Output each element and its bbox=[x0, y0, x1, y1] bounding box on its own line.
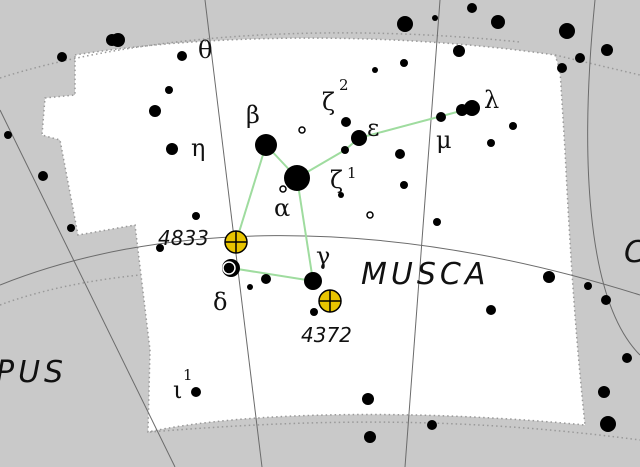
label-alpha: α bbox=[274, 194, 290, 222]
label-gamma: γ bbox=[316, 242, 330, 270]
label-ngc4833: 4833 bbox=[158, 226, 209, 250]
neighbor-border-left bbox=[0, 274, 141, 306]
label-delta: δ bbox=[213, 288, 227, 316]
constellation-name: MUSCA bbox=[361, 257, 489, 292]
neighbor-border-top bbox=[0, 32, 521, 79]
constellation-area bbox=[42, 38, 585, 432]
label-epsilon: ε bbox=[367, 114, 379, 142]
star-gamma bbox=[304, 272, 322, 290]
constellation-border bbox=[41, 37, 586, 433]
label-zeta2-sup: 2 bbox=[339, 76, 349, 94]
globular-cluster-icon bbox=[318, 289, 342, 313]
star-alpha bbox=[284, 165, 310, 191]
star-eta bbox=[166, 143, 178, 155]
star-epsilon bbox=[351, 130, 367, 146]
label-beta: β bbox=[246, 101, 260, 129]
stars bbox=[4, 3, 632, 443]
label-mu: μ bbox=[436, 126, 452, 154]
star-zeta1 bbox=[341, 146, 349, 154]
label-theta: θ bbox=[198, 36, 212, 64]
star-delta bbox=[222, 259, 240, 277]
star-iota1 bbox=[191, 387, 201, 397]
neighbor-label-right: C bbox=[624, 235, 640, 270]
star-beta bbox=[255, 134, 277, 156]
neighbor-border-right bbox=[554, 54, 640, 76]
neighbor-border-bottom bbox=[149, 421, 640, 441]
globular-cluster-icon bbox=[224, 230, 248, 254]
neighbor-label-left: PUS bbox=[0, 355, 67, 390]
star-delta-ring bbox=[222, 261, 236, 275]
star-zeta2 bbox=[341, 117, 351, 127]
star-mu bbox=[436, 112, 446, 122]
star-lambda-b bbox=[456, 104, 468, 116]
hollow-stars bbox=[279, 126, 374, 219]
label-iota1: ι bbox=[173, 376, 182, 404]
label-zeta2: ζ bbox=[322, 88, 335, 116]
star-lambda bbox=[464, 100, 480, 116]
star-theta bbox=[177, 51, 187, 61]
label-lambda: λ bbox=[484, 86, 499, 114]
label-zeta1-sup: 1 bbox=[347, 164, 357, 182]
label-ngc4372: 4372 bbox=[301, 323, 352, 347]
label-eta: η bbox=[191, 134, 205, 162]
label-zeta1: ζ bbox=[330, 166, 343, 194]
label-iota1-sup: 1 bbox=[183, 366, 193, 384]
